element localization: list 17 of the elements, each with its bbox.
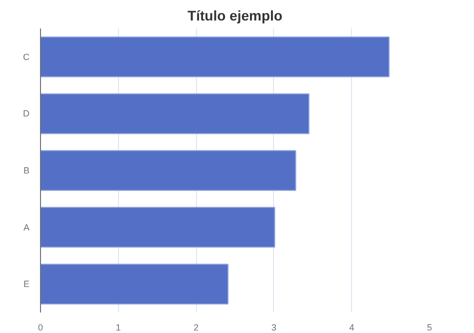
bar: [40, 36, 390, 78]
y-tick-label: C: [23, 52, 30, 62]
y-tick-label: E: [23, 279, 30, 290]
chart-title: Título ejemplo: [188, 8, 282, 24]
y-tick-label: B: [23, 166, 30, 176]
y-tick-label: A: [23, 222, 30, 232]
x-tick-label: 2: [194, 322, 199, 332]
y-tick-label: D: [23, 108, 30, 119]
x-tick-label: 0: [38, 322, 44, 332]
bar: [40, 93, 310, 134]
bar: [40, 206, 276, 248]
bar: [40, 264, 228, 304]
x-tick-label: 3: [271, 322, 276, 332]
x-tick-label: 5: [426, 322, 432, 332]
x-tick-label: 1: [116, 322, 121, 332]
x-tick-label: 4: [349, 322, 354, 332]
bar: [40, 150, 296, 191]
